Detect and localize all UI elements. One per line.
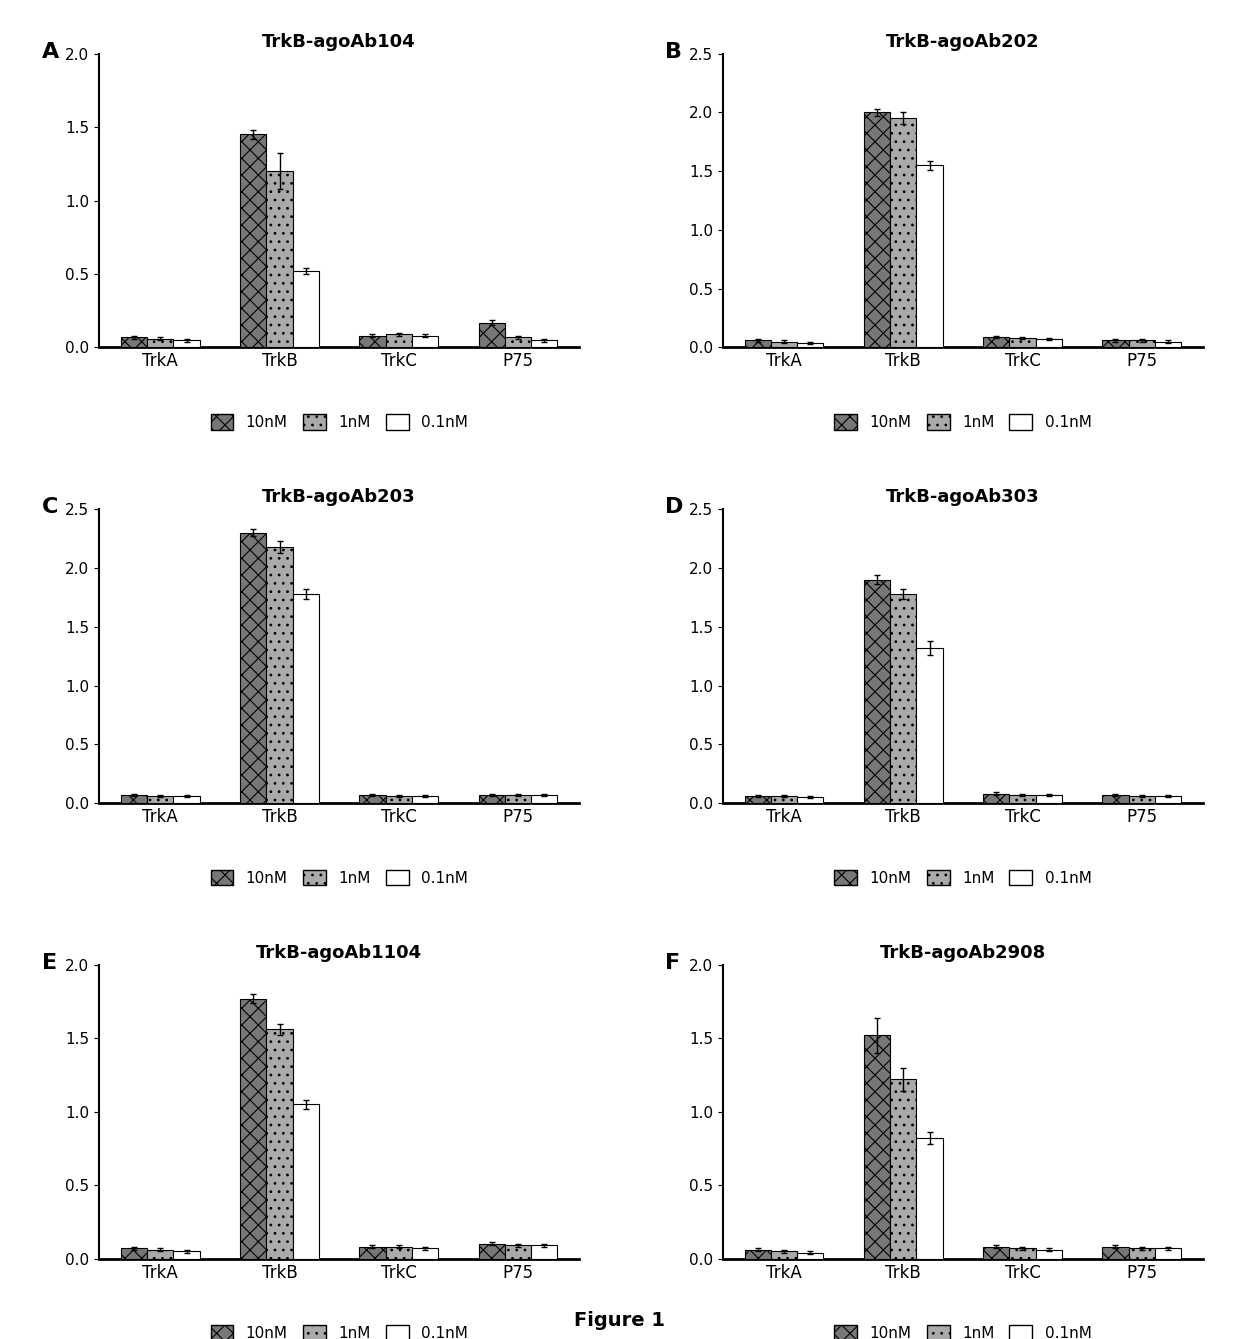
Bar	[122, 1248, 148, 1259]
Legend: 10nM, 1nM, 0.1nM: 10nM, 1nM, 0.1nM	[205, 408, 474, 437]
Bar	[479, 795, 505, 803]
Bar	[386, 335, 412, 348]
Bar	[864, 580, 890, 803]
Bar	[1154, 1248, 1180, 1259]
Bar	[386, 1247, 412, 1259]
Bar	[531, 1245, 557, 1259]
Bar	[745, 340, 771, 348]
Bar	[267, 171, 293, 348]
Bar	[412, 1248, 438, 1259]
Bar	[890, 593, 916, 803]
Bar	[412, 795, 438, 803]
Bar	[797, 797, 823, 803]
Bar	[293, 1105, 319, 1259]
Bar	[1009, 337, 1035, 348]
Bar	[148, 795, 174, 803]
Bar	[983, 337, 1009, 348]
Bar	[122, 337, 148, 348]
Text: F: F	[666, 953, 681, 973]
Bar	[1035, 795, 1061, 803]
Title: TrkB-agoAb2908: TrkB-agoAb2908	[879, 944, 1047, 961]
Text: B: B	[666, 42, 682, 62]
Bar	[479, 1244, 505, 1259]
Bar	[745, 1249, 771, 1259]
Bar	[360, 336, 386, 348]
Bar	[1102, 795, 1128, 803]
Bar	[771, 795, 797, 803]
Bar	[241, 533, 267, 803]
Bar	[412, 336, 438, 348]
Title: TrkB-agoAb203: TrkB-agoAb203	[263, 489, 415, 506]
Bar	[122, 795, 148, 803]
Bar	[1128, 795, 1154, 803]
Bar	[797, 1253, 823, 1259]
Bar	[505, 1245, 531, 1259]
Legend: 10nM, 1nM, 0.1nM: 10nM, 1nM, 0.1nM	[205, 1319, 474, 1339]
Bar	[1102, 1247, 1128, 1259]
Text: D: D	[666, 497, 683, 517]
Bar	[293, 270, 319, 348]
Title: TrkB-agoAb1104: TrkB-agoAb1104	[255, 944, 422, 961]
Bar	[267, 1030, 293, 1259]
Bar	[916, 1138, 942, 1259]
Title: TrkB-agoAb202: TrkB-agoAb202	[887, 32, 1039, 51]
Legend: 10nM, 1nM, 0.1nM: 10nM, 1nM, 0.1nM	[828, 864, 1097, 892]
Bar	[797, 343, 823, 348]
Bar	[1154, 795, 1180, 803]
Text: C: C	[42, 497, 58, 517]
Bar	[267, 546, 293, 803]
Legend: 10nM, 1nM, 0.1nM: 10nM, 1nM, 0.1nM	[205, 864, 474, 892]
Bar	[1009, 795, 1035, 803]
Bar	[916, 165, 942, 348]
Bar	[174, 1252, 200, 1259]
Bar	[360, 1247, 386, 1259]
Bar	[1128, 1248, 1154, 1259]
Bar	[1102, 340, 1128, 348]
Bar	[864, 1035, 890, 1259]
Bar	[1154, 341, 1180, 348]
Bar	[241, 134, 267, 348]
Bar	[174, 795, 200, 803]
Bar	[360, 795, 386, 803]
Title: TrkB-agoAb303: TrkB-agoAb303	[887, 489, 1039, 506]
Text: Figure 1: Figure 1	[574, 1311, 666, 1330]
Bar	[983, 794, 1009, 803]
Bar	[890, 1079, 916, 1259]
Text: A: A	[42, 42, 58, 62]
Bar	[505, 795, 531, 803]
Bar	[1128, 340, 1154, 348]
Bar	[531, 340, 557, 348]
Bar	[771, 1252, 797, 1259]
Bar	[864, 112, 890, 348]
Bar	[293, 593, 319, 803]
Legend: 10nM, 1nM, 0.1nM: 10nM, 1nM, 0.1nM	[828, 408, 1097, 437]
Title: TrkB-agoAb104: TrkB-agoAb104	[263, 32, 415, 51]
Text: E: E	[42, 953, 57, 973]
Bar	[1035, 339, 1061, 348]
Bar	[983, 1247, 1009, 1259]
Bar	[241, 999, 267, 1259]
Bar	[386, 795, 412, 803]
Bar	[148, 339, 174, 348]
Bar	[1035, 1249, 1061, 1259]
Bar	[479, 323, 505, 348]
Bar	[1009, 1248, 1035, 1259]
Bar	[505, 337, 531, 348]
Bar	[890, 118, 916, 348]
Legend: 10nM, 1nM, 0.1nM: 10nM, 1nM, 0.1nM	[828, 1319, 1097, 1339]
Bar	[745, 795, 771, 803]
Bar	[916, 648, 942, 803]
Bar	[771, 341, 797, 348]
Bar	[531, 795, 557, 803]
Bar	[148, 1249, 174, 1259]
Bar	[174, 340, 200, 348]
